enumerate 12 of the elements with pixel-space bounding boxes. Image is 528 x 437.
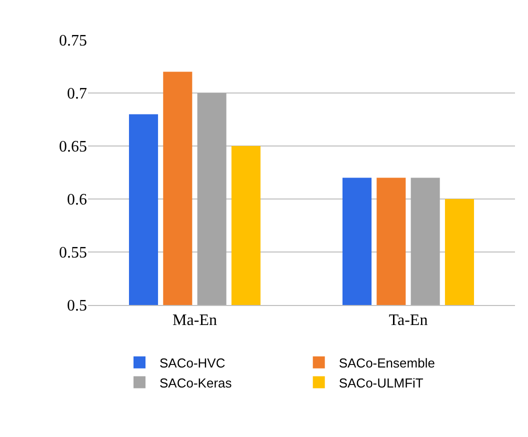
legend-label: SACo-Keras (160, 375, 232, 390)
legend-label: SACo-HVC (160, 355, 226, 370)
y-tick-label: 0.7 (67, 86, 87, 103)
y-tick-label: 0.75 (59, 32, 87, 50)
legend-label: SACo-Ensemble (338, 355, 435, 370)
y-tick-label: 0.55 (59, 244, 87, 262)
x-tick-label: Ma-En (172, 312, 217, 330)
y-tick-label: 0.5 (67, 298, 87, 315)
x-tick-label: Ta-En (388, 312, 428, 330)
y-tick-label: 0.65 (59, 138, 87, 156)
legend-label: SACo-ULMFiT (338, 375, 424, 390)
y-tick-label: 0.6 (67, 192, 87, 209)
